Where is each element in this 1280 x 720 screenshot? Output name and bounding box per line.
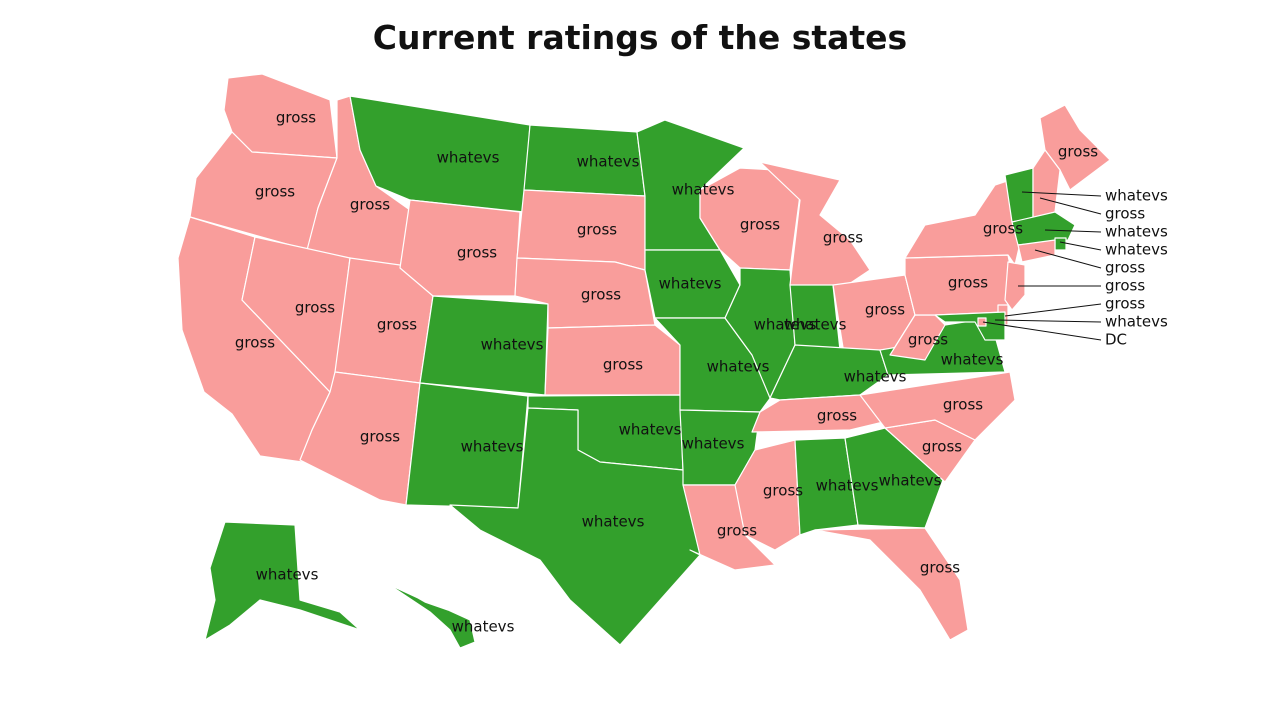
state-label-oh: gross (865, 301, 905, 319)
state-dc (977, 317, 987, 327)
callout-label-ma: whatevs (1105, 223, 1168, 241)
state-label-pa: gross (948, 274, 988, 292)
state-label-tn: gross (817, 407, 857, 425)
state-ri (1054, 237, 1067, 251)
state-label-wy: gross (457, 244, 497, 262)
state-label-ca: gross (235, 334, 275, 352)
state-wv (889, 314, 946, 361)
state-label-co: whatevs (481, 336, 544, 354)
state-label-ks: gross (603, 356, 643, 374)
state-ga (844, 427, 944, 529)
state-label-ms: gross (763, 482, 803, 500)
state-label-in: whatevs (784, 316, 847, 334)
state-label-mn: whatevs (672, 181, 735, 199)
state-label-mo: whatevs (707, 358, 770, 376)
state-md (934, 311, 1006, 341)
state-label-nm: whatevs (461, 438, 524, 456)
state-label-nc: gross (943, 396, 983, 414)
state-label-ia: whatevs (659, 275, 722, 293)
state-label-az: gross (360, 428, 400, 446)
state-mi (759, 161, 871, 291)
callout-line-md (994, 319, 1102, 323)
state-label-wi: gross (740, 216, 780, 234)
callout-line-vt (1021, 191, 1102, 197)
state-label-nv: gross (295, 299, 335, 317)
state-label-wa: gross (276, 109, 316, 127)
callout-label-dc: DC (1105, 331, 1127, 349)
state-label-wv: gross (908, 331, 948, 349)
state-hi (384, 581, 476, 649)
state-nc (859, 371, 1016, 441)
state-label-mt: whatevs (437, 149, 500, 167)
state-label-sd: gross (577, 221, 617, 239)
map-title: Current ratings of the states (372, 18, 908, 57)
state-label-ky: whatevs (844, 368, 907, 386)
state-label-ne: gross (581, 286, 621, 304)
state-label-fl: gross (920, 559, 960, 577)
state-label-ok: whatevs (619, 421, 682, 439)
state-label-me: gross (1058, 143, 1098, 161)
state-ma (1011, 211, 1076, 246)
callout-label-md: whatevs (1105, 313, 1168, 331)
callout-label-ri: whatevs (1105, 241, 1168, 259)
state-al (794, 437, 859, 536)
state-nj (1004, 261, 1026, 311)
state-label-or: gross (255, 183, 295, 201)
callout-label-nj: gross (1105, 277, 1145, 295)
state-label-va: whatevs (941, 351, 1004, 369)
state-label-nd: whatevs (577, 153, 640, 171)
callout-label-ct: gross (1105, 259, 1145, 277)
state-label-ak: whatevs (256, 566, 319, 584)
state-label-la: gross (717, 522, 757, 540)
callout-line-nh (1039, 197, 1102, 215)
callout-line-ct (1034, 249, 1102, 269)
state-fl (814, 527, 969, 641)
state-label-ar: whatevs (682, 435, 745, 453)
state-label-id: gross (350, 196, 390, 214)
callout-line-dc (982, 321, 1102, 341)
state-label-ut: gross (377, 316, 417, 334)
state-label-mi: gross (823, 229, 863, 247)
state-wy (399, 199, 521, 297)
callout-line-ri (1059, 241, 1102, 251)
state-label-al: whatevs (816, 477, 879, 495)
callout-label-nh: gross (1105, 205, 1145, 223)
state-label-tx: whatevs (582, 513, 645, 531)
callout-line-ma (1044, 229, 1102, 233)
state-label-il: whatevs (754, 316, 817, 334)
callout-line-de (1004, 303, 1102, 317)
callout-label-vt: whatevs (1105, 187, 1168, 205)
state-label-ga: whatevs (879, 472, 942, 490)
state-label-ny: gross (983, 220, 1023, 238)
state-label-hi: whatevs (452, 618, 515, 636)
callout-label-de: gross (1105, 295, 1145, 313)
state-label-sc: gross (922, 438, 962, 456)
state-ak (204, 521, 361, 641)
